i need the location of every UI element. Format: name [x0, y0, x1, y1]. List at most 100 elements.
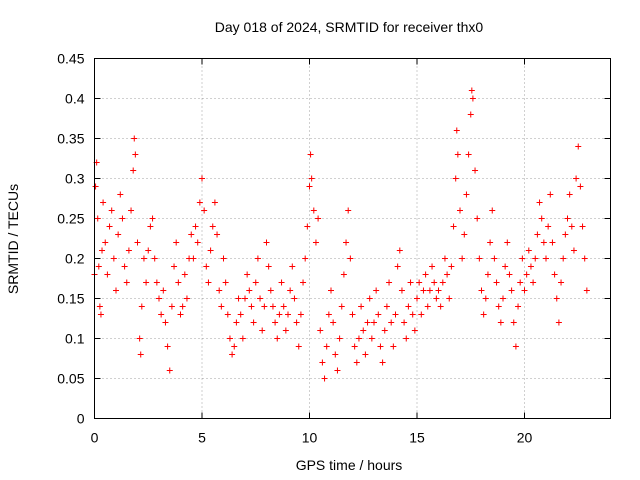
data-point	[515, 303, 522, 310]
data-point	[545, 223, 552, 230]
data-point	[566, 191, 573, 198]
data-point	[377, 343, 384, 350]
data-point	[104, 271, 111, 278]
y-axis-label: SRMTID / TECUs	[5, 184, 21, 294]
data-point	[317, 327, 324, 334]
data-point	[543, 255, 549, 262]
data-point	[381, 327, 388, 334]
data-point	[366, 295, 373, 302]
data-point	[175, 279, 182, 286]
data-point	[577, 183, 584, 190]
data-point	[96, 303, 103, 310]
data-point	[540, 239, 547, 246]
data-point	[285, 311, 291, 318]
data-point	[94, 215, 101, 222]
data-point	[156, 295, 162, 302]
x-tick-label: 5	[198, 430, 206, 446]
x-tick-label: 0	[91, 430, 99, 446]
data-point	[289, 263, 296, 270]
data-point	[205, 279, 212, 286]
data-point	[386, 279, 393, 286]
data-point	[171, 263, 178, 270]
data-point	[560, 255, 567, 262]
data-point	[362, 351, 369, 358]
data-point	[332, 351, 339, 358]
data-point	[173, 239, 180, 246]
data-point	[581, 255, 588, 262]
data-point	[463, 191, 470, 198]
data-point	[459, 255, 466, 262]
x-tick-label: 20	[517, 430, 533, 446]
data-point	[162, 319, 169, 326]
data-point	[235, 295, 242, 302]
data-point	[145, 247, 152, 254]
data-point	[474, 215, 481, 222]
data-point	[207, 247, 214, 254]
data-point	[274, 335, 281, 342]
data-point	[216, 287, 223, 294]
x-axis-label: GPS time / hours	[296, 457, 403, 473]
data-point	[106, 223, 113, 230]
data-point	[325, 311, 332, 318]
data-point	[523, 271, 530, 278]
data-point	[267, 287, 274, 294]
data-point	[340, 271, 347, 278]
data-point	[521, 287, 528, 294]
data-point	[500, 295, 506, 302]
data-point	[282, 327, 289, 334]
data-point	[536, 199, 543, 206]
data-point	[530, 279, 537, 286]
y-tick-label: 0.4	[65, 91, 85, 107]
data-point	[360, 327, 367, 334]
data-point	[269, 303, 276, 310]
data-point	[484, 271, 491, 278]
data-point	[461, 231, 468, 238]
data-point	[164, 343, 171, 350]
data-point	[519, 255, 526, 262]
data-point	[429, 263, 436, 270]
data-point	[525, 247, 532, 254]
data-point	[259, 327, 266, 334]
data-point	[472, 167, 479, 174]
data-point	[246, 287, 253, 294]
data-point	[233, 319, 240, 326]
data-point	[465, 151, 472, 158]
data-point	[250, 319, 257, 326]
data-point	[263, 239, 270, 246]
data-point	[487, 239, 494, 246]
data-point	[319, 359, 326, 366]
data-point	[409, 311, 416, 318]
data-point	[390, 343, 397, 350]
axis-ticks: 0 0.05 0.1 0.15 0.2 0.25 0.3 0.35 0.4 0.45 0 5 10 15 2…	[57, 51, 611, 446]
data-point	[469, 95, 476, 102]
y-tick-label: 0.45	[57, 51, 84, 67]
data-point	[373, 287, 380, 294]
data-point	[136, 335, 143, 342]
data-point	[383, 303, 390, 310]
data-point	[517, 279, 524, 286]
data-point	[328, 287, 334, 294]
data-point	[272, 319, 279, 326]
data-point	[452, 175, 459, 182]
data-point	[480, 311, 487, 318]
data-point	[224, 311, 231, 318]
y-tick-label: 0.25	[57, 211, 84, 227]
data-point	[226, 335, 233, 342]
data-point	[312, 239, 319, 246]
data-point	[297, 311, 304, 318]
data-point	[128, 207, 135, 214]
data-point	[396, 247, 403, 254]
data-point	[196, 199, 203, 206]
data-point	[287, 287, 294, 294]
y-tick-label: 0.15	[57, 291, 84, 307]
data-point	[102, 239, 109, 246]
data-point	[349, 311, 356, 318]
data-point	[358, 303, 365, 310]
data-point	[119, 215, 126, 222]
data-point	[265, 263, 272, 270]
data-point	[190, 255, 197, 262]
data-point	[199, 175, 205, 182]
data-point	[188, 231, 195, 238]
data-point	[181, 271, 188, 278]
